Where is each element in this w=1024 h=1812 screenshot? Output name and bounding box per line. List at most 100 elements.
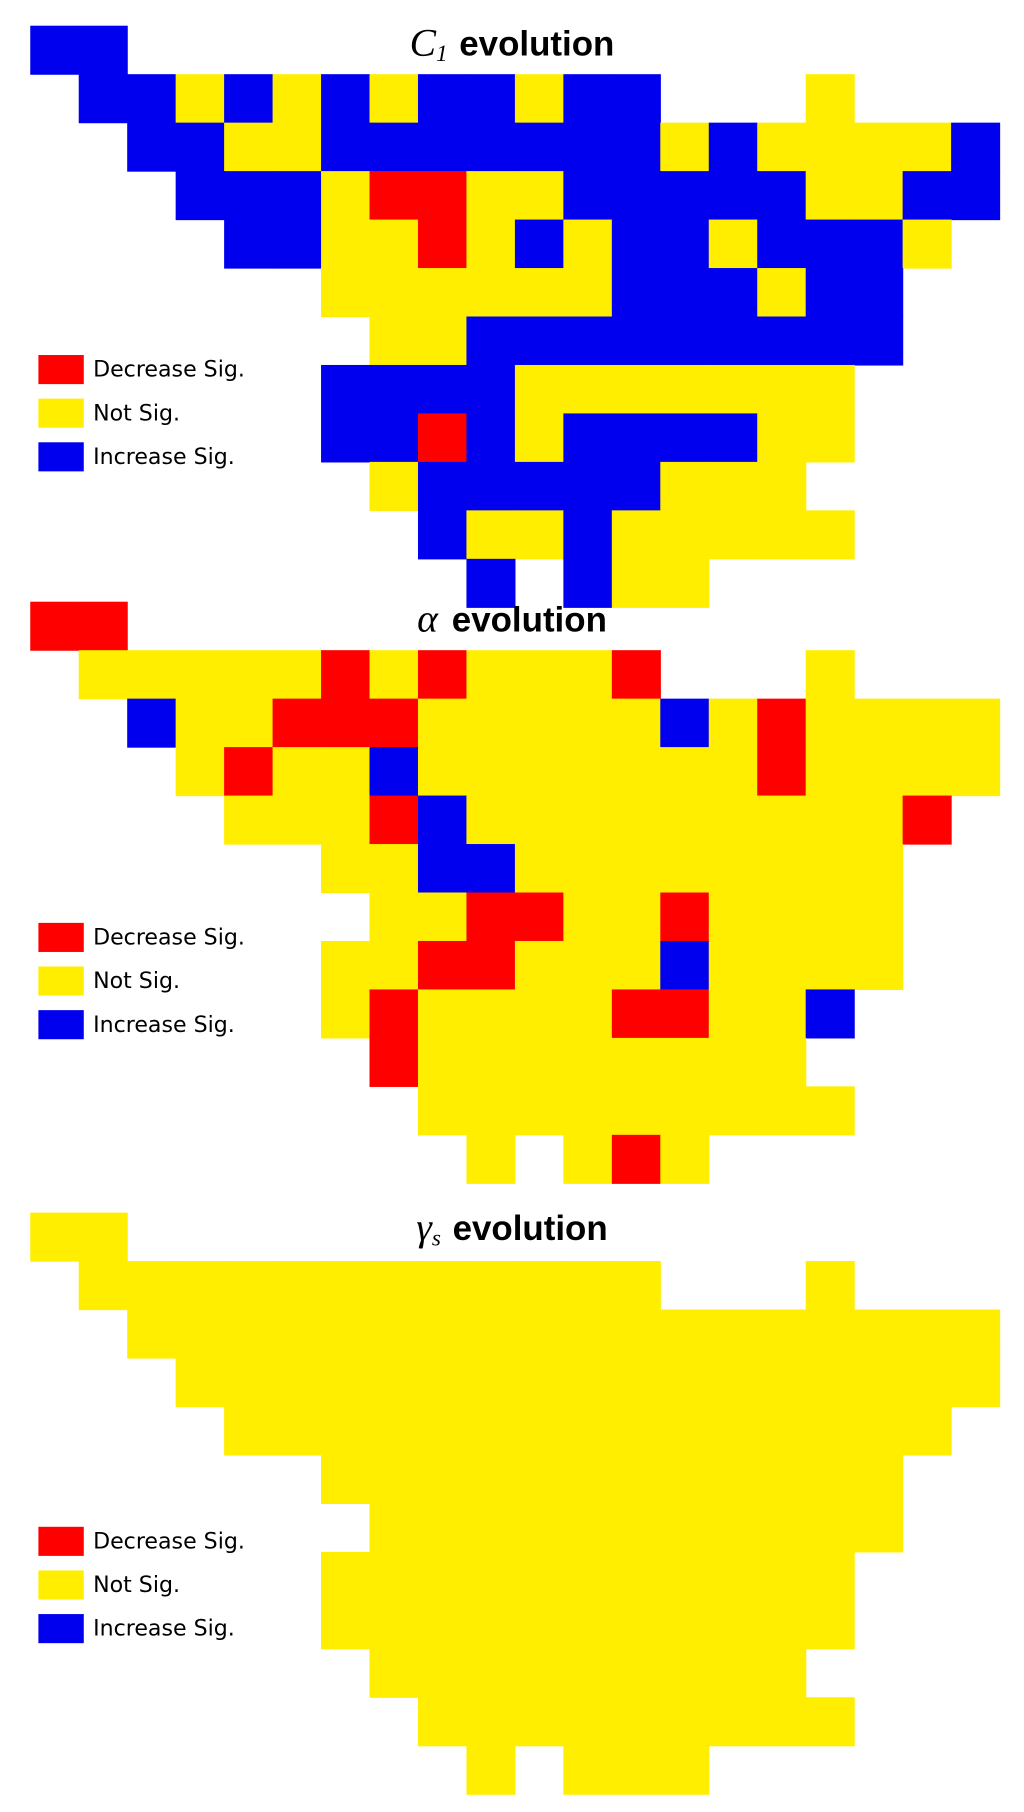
grid-cell bbox=[708, 413, 758, 463]
grid-cell bbox=[563, 461, 613, 511]
grid-cell bbox=[514, 892, 564, 942]
grid-cell bbox=[757, 461, 807, 511]
grid-cell bbox=[757, 1358, 807, 1408]
grid-cell bbox=[563, 268, 613, 318]
grid-cell bbox=[563, 940, 613, 991]
grid-cell bbox=[757, 1503, 807, 1553]
grid-cell bbox=[660, 1600, 710, 1650]
grid-cell bbox=[78, 74, 128, 124]
grid-cell bbox=[611, 1309, 661, 1359]
grid-cell bbox=[272, 74, 322, 124]
grid-cell bbox=[611, 1358, 661, 1408]
grid-cell bbox=[611, 747, 661, 797]
grid-cell bbox=[708, 747, 758, 797]
grid-cell bbox=[369, 413, 419, 463]
grid-cell bbox=[563, 1309, 613, 1359]
legend-swatch bbox=[38, 966, 84, 996]
grid-cell bbox=[708, 1600, 758, 1650]
grid-cell bbox=[272, 171, 322, 221]
grid-cell bbox=[272, 122, 322, 172]
grid-cell bbox=[272, 1406, 322, 1456]
panel: C1 evolution Decrease Sig. Not Sig. Increase… bbox=[30, 21, 1001, 608]
grid-cell bbox=[660, 1503, 710, 1553]
title-word: evolution bbox=[459, 25, 614, 64]
grid-cell bbox=[660, 268, 710, 318]
grid-cell bbox=[369, 219, 419, 269]
grid-cell bbox=[708, 892, 758, 942]
grid-cell bbox=[660, 940, 710, 991]
grid-cell bbox=[127, 1309, 177, 1359]
grid-cell bbox=[805, 1454, 855, 1504]
grid-cell bbox=[611, 1697, 661, 1747]
grid-cell bbox=[563, 219, 613, 269]
grid-cell bbox=[321, 122, 371, 172]
grid-cell bbox=[805, 510, 855, 560]
grid-cell bbox=[805, 747, 855, 797]
grid-cell bbox=[514, 1454, 564, 1504]
grid-cell bbox=[660, 1134, 710, 1184]
grid-cell bbox=[805, 1358, 855, 1408]
grid-cell bbox=[321, 1551, 371, 1601]
grid-cell bbox=[902, 171, 952, 221]
grid-cell bbox=[805, 413, 855, 463]
grid-cell bbox=[466, 1697, 516, 1747]
grid-cell bbox=[224, 219, 274, 269]
grid-cell bbox=[757, 1406, 807, 1456]
grid-cell bbox=[805, 650, 855, 700]
grid-cell bbox=[611, 698, 661, 748]
grid-cell bbox=[369, 122, 419, 172]
grid-cell bbox=[224, 122, 274, 172]
grid-cell bbox=[466, 1600, 516, 1650]
legend-swatch bbox=[38, 1010, 84, 1040]
grid-cell bbox=[757, 1697, 807, 1747]
grid-cell bbox=[417, 698, 468, 748]
grid-cell bbox=[224, 171, 274, 221]
grid-cell bbox=[660, 122, 710, 172]
grid-cell bbox=[757, 316, 807, 366]
grid-cell bbox=[369, 461, 419, 511]
grid-cell bbox=[902, 1358, 952, 1408]
grid-cell bbox=[417, 989, 468, 1039]
grid-cell bbox=[805, 698, 855, 748]
grid-cell bbox=[757, 171, 807, 221]
grid-cell bbox=[514, 364, 564, 415]
legend-label: Increase Sig. bbox=[93, 444, 235, 470]
grid-cell bbox=[854, 1406, 904, 1456]
grid-cell bbox=[127, 74, 177, 124]
grid-cell bbox=[369, 940, 419, 991]
grid-cell bbox=[78, 1212, 128, 1262]
grid-cell bbox=[660, 413, 710, 463]
grid-cell bbox=[854, 940, 904, 991]
grid-cell bbox=[854, 892, 904, 942]
grid-cell bbox=[369, 1551, 419, 1601]
grid-cell bbox=[757, 698, 807, 748]
legend-swatch bbox=[38, 355, 84, 385]
grid-cell bbox=[321, 1600, 371, 1650]
grid-cell bbox=[563, 74, 613, 124]
grid-cell bbox=[466, 74, 516, 124]
grid-cell bbox=[321, 1309, 371, 1359]
grid-cell bbox=[321, 795, 371, 845]
grid-cell bbox=[369, 892, 419, 942]
grid-cell bbox=[466, 1648, 516, 1698]
grid-cell bbox=[563, 122, 613, 172]
title-symbol: C bbox=[410, 21, 437, 65]
grid-cell bbox=[563, 795, 613, 845]
grid-cell bbox=[224, 74, 274, 124]
grid-cell bbox=[514, 1551, 564, 1601]
grid-cell bbox=[30, 25, 80, 75]
grid-cell bbox=[660, 364, 710, 415]
panel: α evolution Decrease Sig. Not Sig. Increase … bbox=[30, 597, 1001, 1184]
grid-cell bbox=[514, 1086, 564, 1136]
grid-cell bbox=[369, 74, 419, 124]
grid-cell bbox=[660, 558, 710, 608]
grid-cell bbox=[224, 795, 274, 845]
grid-cell bbox=[660, 1648, 710, 1698]
grid-cell bbox=[951, 747, 1001, 797]
grid-cell bbox=[127, 1261, 177, 1311]
grid-cell bbox=[514, 989, 564, 1039]
grid-cell bbox=[660, 1309, 710, 1359]
grid-cell bbox=[854, 122, 904, 172]
grid-cell bbox=[757, 844, 807, 894]
grid-cell bbox=[466, 1261, 516, 1311]
